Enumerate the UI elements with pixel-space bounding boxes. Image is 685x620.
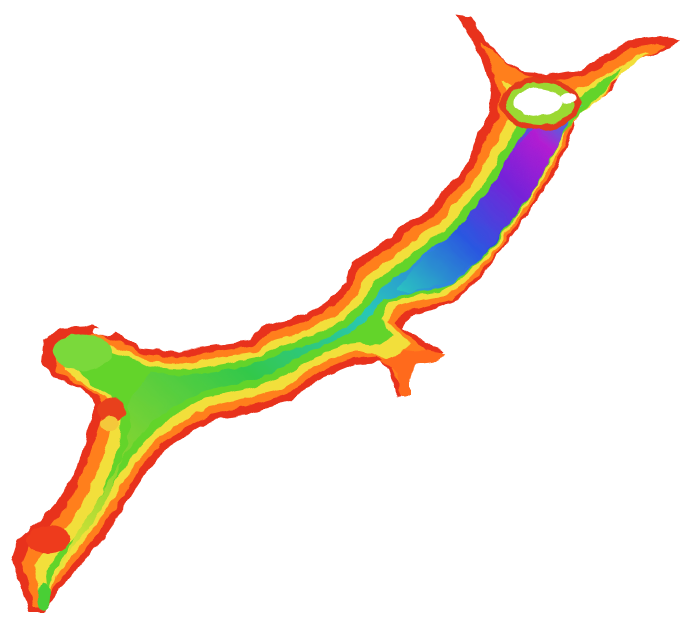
west-lobe	[52, 328, 126, 432]
west-lobe-green	[52, 334, 112, 370]
south-shoal	[26, 526, 70, 554]
east-bay	[380, 350, 446, 396]
main-channel	[56, 104, 582, 580]
deep-trench	[396, 116, 570, 292]
north-loop-inner	[514, 88, 562, 116]
south-green-streak	[38, 582, 50, 610]
north-island	[560, 93, 576, 103]
south-tail	[26, 526, 70, 610]
shelf-green	[46, 68, 622, 590]
east-bay-shape	[380, 350, 446, 396]
lake-band-green	[46, 68, 622, 590]
lake-channel-gradient	[56, 104, 582, 580]
west-shoal-yellow	[100, 416, 120, 432]
west-island	[94, 328, 114, 336]
north-loop	[500, 78, 580, 130]
lake-deep-basin	[396, 116, 570, 292]
west-shoal	[98, 398, 126, 422]
